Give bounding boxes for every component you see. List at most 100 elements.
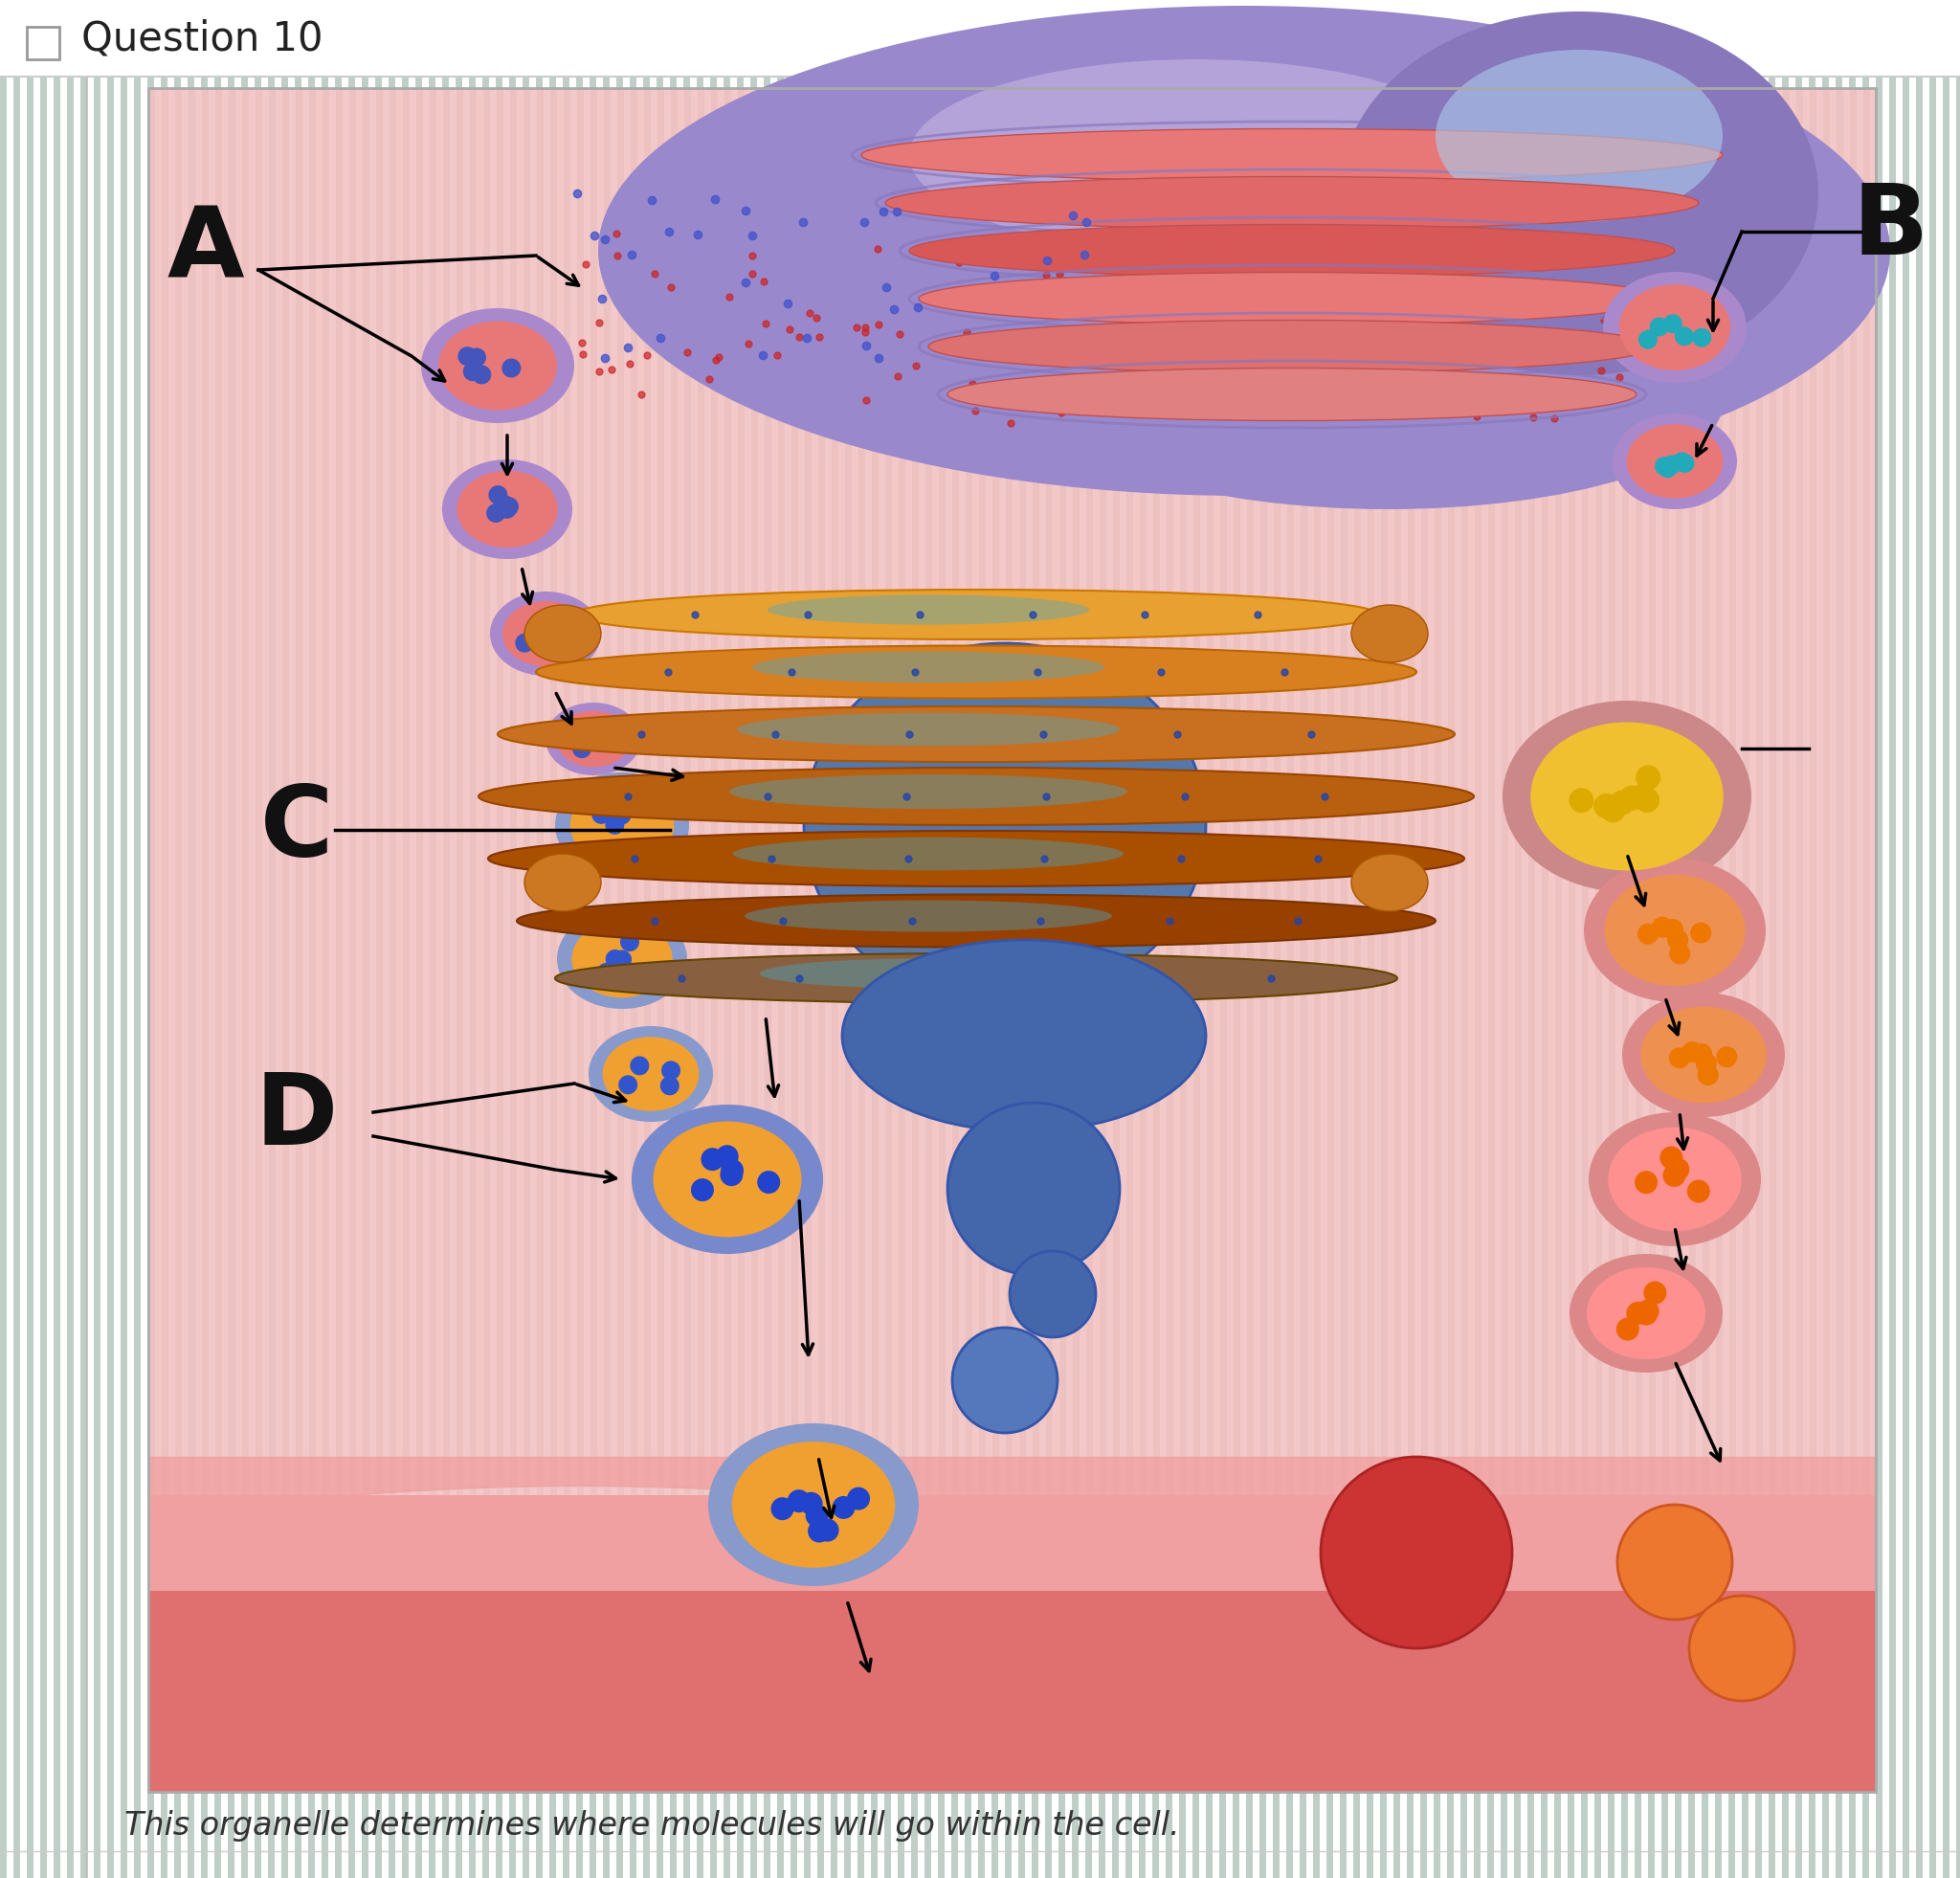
Bar — [1648, 0, 1654, 1878]
Bar — [1715, 88, 1723, 1792]
Ellipse shape — [753, 652, 1103, 684]
Circle shape — [1682, 1042, 1703, 1063]
Bar — [1368, 88, 1374, 1792]
Bar — [1956, 0, 1960, 1878]
Bar — [964, 0, 972, 1878]
Bar — [443, 0, 449, 1878]
Bar — [388, 0, 396, 1878]
Bar — [723, 0, 731, 1878]
Circle shape — [1639, 331, 1658, 349]
Circle shape — [1670, 943, 1690, 963]
Ellipse shape — [733, 838, 1123, 871]
Ellipse shape — [731, 1442, 896, 1568]
Text: A: A — [167, 203, 245, 299]
Ellipse shape — [1605, 875, 1744, 986]
Bar — [282, 88, 288, 1792]
Ellipse shape — [1607, 1127, 1742, 1232]
Bar — [1729, 0, 1735, 1878]
Bar — [911, 0, 917, 1878]
Bar — [1247, 88, 1254, 1792]
Bar — [1448, 88, 1454, 1792]
Bar — [1166, 0, 1172, 1878]
Circle shape — [592, 806, 612, 824]
Circle shape — [619, 1076, 637, 1095]
Bar — [643, 0, 651, 1878]
Ellipse shape — [1613, 413, 1737, 509]
Ellipse shape — [1435, 51, 1723, 222]
Bar — [510, 0, 515, 1878]
Bar — [1662, 88, 1670, 1792]
Bar — [108, 0, 114, 1878]
Circle shape — [1676, 454, 1695, 473]
Bar — [710, 0, 717, 1878]
Ellipse shape — [1641, 1007, 1766, 1102]
Circle shape — [661, 1076, 680, 1095]
Bar — [149, 1495, 1876, 1591]
Circle shape — [500, 498, 519, 516]
Ellipse shape — [1531, 723, 1723, 871]
Bar — [1272, 0, 1280, 1878]
Bar — [1045, 0, 1053, 1878]
Bar — [496, 0, 502, 1878]
Bar — [1543, 88, 1548, 1792]
Bar — [1756, 88, 1762, 1792]
Circle shape — [466, 347, 486, 366]
Text: Question 10: Question 10 — [82, 19, 323, 58]
Bar — [376, 88, 382, 1792]
Circle shape — [1617, 1504, 1733, 1619]
Bar — [1568, 0, 1574, 1878]
Bar — [1527, 0, 1535, 1878]
Circle shape — [1570, 789, 1593, 813]
Bar — [1662, 0, 1668, 1878]
Bar — [1917, 0, 1923, 1878]
Ellipse shape — [545, 702, 641, 776]
Bar — [269, 0, 274, 1878]
Circle shape — [1695, 1054, 1717, 1074]
Ellipse shape — [919, 272, 1666, 325]
Bar — [1058, 0, 1064, 1878]
Bar — [1125, 0, 1133, 1878]
Bar — [1233, 0, 1239, 1878]
Bar — [1809, 88, 1817, 1792]
Bar — [1019, 88, 1025, 1792]
Bar — [790, 0, 798, 1878]
Bar — [845, 88, 853, 1792]
Bar — [778, 88, 784, 1792]
Circle shape — [1717, 1046, 1737, 1067]
Ellipse shape — [745, 900, 1111, 931]
Circle shape — [1662, 454, 1682, 473]
Bar — [1019, 0, 1025, 1878]
Bar — [1942, 0, 1950, 1878]
Bar — [898, 0, 904, 1878]
Bar — [886, 88, 892, 1792]
Bar — [1742, 0, 1748, 1878]
Bar — [1770, 88, 1776, 1792]
Ellipse shape — [886, 177, 1699, 229]
Ellipse shape — [947, 368, 1637, 421]
Bar — [1207, 88, 1213, 1792]
Bar — [429, 88, 437, 1792]
Bar — [980, 88, 986, 1792]
Bar — [776, 0, 784, 1878]
Bar — [216, 88, 221, 1792]
Bar — [1674, 0, 1682, 1878]
Ellipse shape — [498, 706, 1454, 762]
Bar — [1889, 0, 1895, 1878]
Circle shape — [770, 1497, 794, 1519]
Ellipse shape — [1588, 1268, 1705, 1360]
Bar — [698, 88, 704, 1792]
Circle shape — [1601, 798, 1625, 823]
Bar — [67, 0, 74, 1878]
Circle shape — [502, 359, 521, 377]
Bar — [1086, 0, 1092, 1878]
Bar — [1327, 0, 1333, 1878]
Ellipse shape — [598, 6, 1889, 496]
Bar — [1247, 0, 1252, 1878]
Circle shape — [815, 1519, 839, 1542]
Bar — [1100, 88, 1105, 1792]
Circle shape — [806, 1504, 829, 1527]
Circle shape — [1635, 787, 1660, 813]
Ellipse shape — [653, 1121, 802, 1238]
Ellipse shape — [525, 854, 602, 911]
Bar — [1435, 88, 1441, 1792]
